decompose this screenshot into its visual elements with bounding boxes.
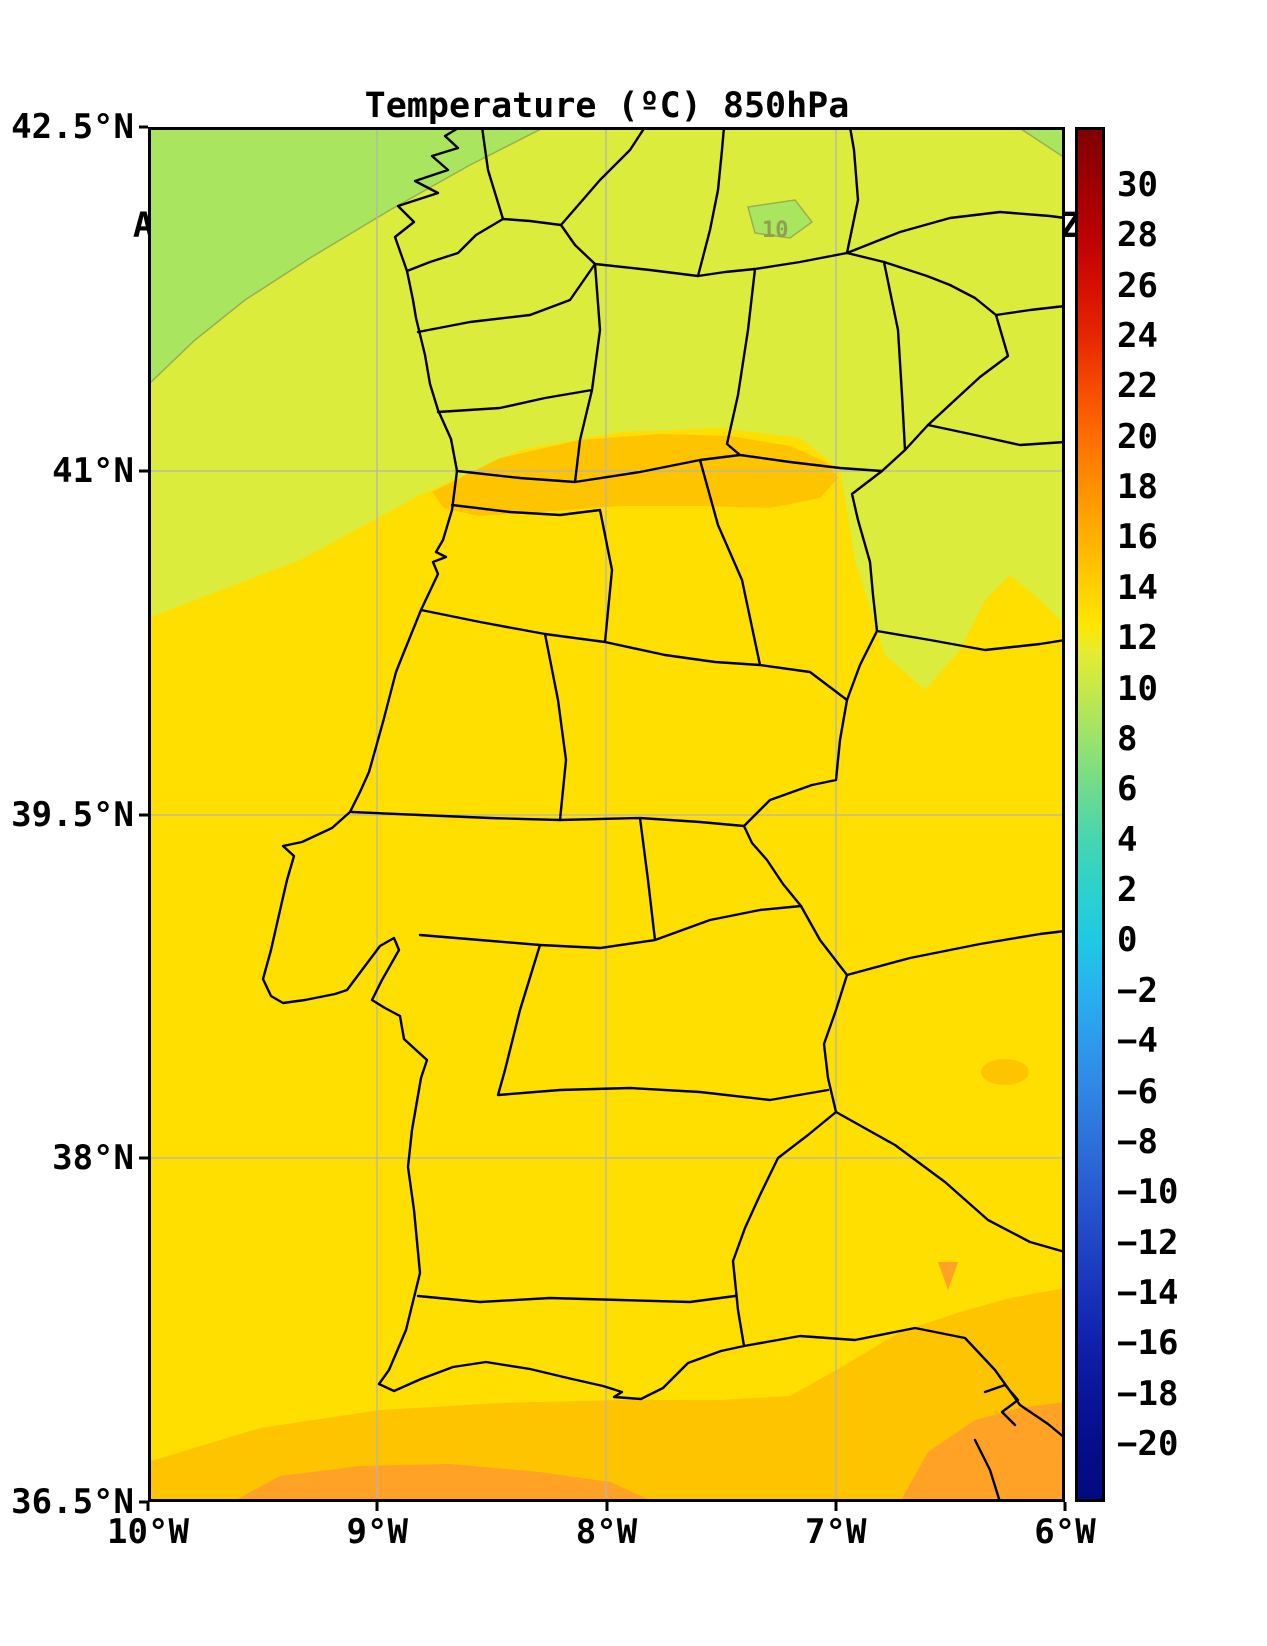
y-tick-mark [139, 125, 148, 129]
y-tick-label: 39.5°N [11, 794, 134, 835]
x-tick-label: 6°W [1034, 1512, 1096, 1552]
y-tick-mark [139, 469, 148, 473]
colorbar-tick-label: 30 [1117, 164, 1158, 205]
colorbar-tick-label: 0 [1117, 920, 1138, 961]
colorbar-frame [1075, 127, 1105, 1502]
colorbar-tick-label: 8 [1117, 718, 1138, 759]
spain-boundaries [480, 127, 1065, 1502]
temp-band-8-10 [148, 127, 546, 387]
colorbar-tick-label: −16 [1117, 1323, 1179, 1364]
chart-title: Temperature (ºC) 850hPa [364, 86, 850, 126]
x-tick-mark [146, 1502, 150, 1511]
y-tick-mark [139, 813, 148, 816]
colorbar-tick-label: −4 [1117, 1021, 1158, 1062]
y-tick-label: 38°N [52, 1138, 134, 1179]
y-tick-label: 42.5°N [11, 107, 134, 147]
x-tick-mark [605, 1502, 608, 1511]
y-tick-mark [139, 1500, 148, 1504]
boundaries [261, 127, 1065, 1502]
colorbar-tick-label: −18 [1117, 1373, 1179, 1414]
colorbar-tick-label: 20 [1117, 416, 1158, 457]
colorbar-tick-label: 14 [1117, 567, 1158, 608]
x-tick-label: 8°W [575, 1512, 638, 1552]
y-tick-label: 36.5°N [11, 1482, 134, 1522]
x-tick-mark [1063, 1502, 1067, 1511]
colorbar-tick-label: 10 [1117, 668, 1158, 709]
colorbar-tick-label: −2 [1117, 970, 1158, 1011]
colorbar-tick-label: 6 [1117, 769, 1138, 810]
colorbar-tick-label: −14 [1117, 1272, 1179, 1313]
district-boundaries [350, 262, 884, 1304]
colorbar-tick-label: −10 [1117, 1172, 1179, 1213]
colorbar-tick-label: 26 [1117, 265, 1158, 306]
map-canvas: 10 [148, 127, 1065, 1502]
x-tick-label: 10°W [107, 1512, 189, 1552]
colorbar-tick-label: 12 [1117, 618, 1158, 659]
colorbar [1075, 127, 1105, 1502]
colorbar-tick-label: 28 [1117, 215, 1158, 256]
temp-triangle-16-18 [938, 1262, 958, 1290]
colorbar-tick-label: −12 [1117, 1222, 1179, 1263]
colorbar-tick-label: 22 [1117, 366, 1158, 407]
colorbar-tick-label: 16 [1117, 517, 1158, 558]
gridlines [148, 127, 1065, 1502]
temp-blob-10 [747, 199, 814, 239]
contour-label-10: 10 [762, 218, 789, 243]
plot-frame [148, 127, 1065, 1502]
colorbar-gradient [1075, 127, 1105, 1502]
temp-band-16-18-right [900, 1402, 1065, 1502]
y-tick-mark [139, 1156, 148, 1160]
colorbar-tick-label: −6 [1117, 1071, 1158, 1112]
portugal-coast-and-border [261, 127, 1010, 1401]
x-tick-mark [375, 1502, 379, 1511]
colorbar-tick-label: 4 [1117, 819, 1138, 860]
colorbar-tick-label: −8 [1117, 1121, 1158, 1162]
colorbar-tick-label: 18 [1117, 467, 1158, 508]
temp-wedge-ne [1016, 127, 1065, 159]
temp-spot-14-16 [981, 1059, 1029, 1085]
x-tick-mark [834, 1502, 838, 1511]
x-tick-label: 9°W [346, 1512, 408, 1552]
colorbar-tick-label: −20 [1117, 1424, 1179, 1465]
x-tick-label: 7°W [805, 1512, 867, 1552]
colorbar-tick-label: 24 [1117, 316, 1158, 357]
colorbar-tick-label: 2 [1117, 870, 1138, 911]
temp-band-16-18-left [232, 1464, 655, 1502]
y-tick-label: 41°N [52, 450, 134, 491]
